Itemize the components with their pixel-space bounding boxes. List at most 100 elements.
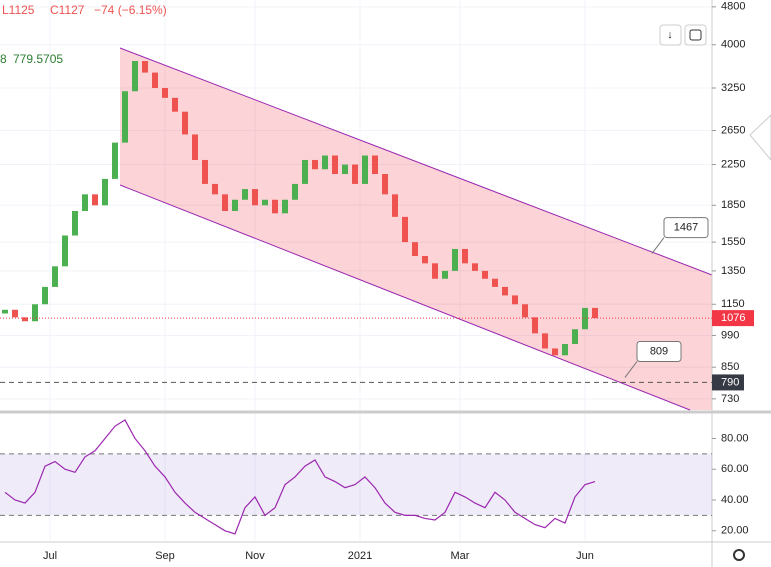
candle xyxy=(102,178,108,206)
candle xyxy=(232,199,238,212)
candle xyxy=(452,248,458,271)
callout-box xyxy=(663,217,709,239)
x-tick-label: 2021 xyxy=(348,550,372,562)
candle xyxy=(282,199,288,214)
candle xyxy=(502,286,508,296)
candle xyxy=(52,266,58,287)
candle xyxy=(272,199,278,214)
fullscreen-button[interactable] xyxy=(684,24,707,46)
y-tick-label: 4000 xyxy=(721,39,745,51)
candle xyxy=(252,189,258,206)
x-tick-label: Sep xyxy=(155,550,175,562)
candle xyxy=(202,159,208,184)
candle xyxy=(32,304,38,322)
rsi-line xyxy=(4,419,596,535)
candle xyxy=(472,263,478,271)
candle xyxy=(492,278,498,287)
candle xyxy=(402,216,408,243)
candle xyxy=(462,248,468,264)
y-tick-label: 4800 xyxy=(721,1,745,13)
x-tick-label: Jul xyxy=(43,550,57,562)
candle xyxy=(302,159,308,184)
side-toggle[interactable] xyxy=(749,114,771,161)
indicator-value: 779.5705 xyxy=(13,52,63,66)
callout-pointer xyxy=(624,361,638,378)
channel-lower xyxy=(119,184,691,411)
channel-fill xyxy=(120,48,712,410)
y-tick-label: 850 xyxy=(721,361,739,373)
candle xyxy=(342,164,348,175)
candle xyxy=(332,155,338,175)
candle xyxy=(2,309,8,314)
level-badge xyxy=(712,374,744,391)
candle xyxy=(562,344,568,356)
candle xyxy=(392,194,398,217)
last-price-label: 1076 xyxy=(721,312,745,324)
y-tick-label: 990 xyxy=(721,329,739,341)
callout-pointer xyxy=(651,237,665,254)
candle xyxy=(352,164,358,184)
y-tick-label: 1350 xyxy=(721,265,745,277)
candle xyxy=(142,61,148,73)
candle xyxy=(172,97,178,112)
candle xyxy=(382,174,388,195)
y-tick-label: 1150 xyxy=(721,298,745,310)
candle xyxy=(412,242,418,257)
channel-upper xyxy=(119,47,713,276)
candle xyxy=(182,111,188,135)
candle xyxy=(92,194,98,206)
header-low: L1125 xyxy=(2,3,35,17)
y-tick-label: 1550 xyxy=(721,236,745,248)
candle xyxy=(572,329,578,345)
candle xyxy=(432,263,438,279)
header-change: −74 (−6.15%) xyxy=(94,3,167,17)
candle xyxy=(152,72,158,89)
candle xyxy=(222,194,228,212)
callout-label: 1467 xyxy=(674,221,698,233)
header-close: C1127 xyxy=(50,3,85,17)
candle xyxy=(592,307,598,319)
y-tick-label: 730 xyxy=(721,393,739,405)
candle xyxy=(122,91,128,143)
rsi-y-tick-label: 80.00 xyxy=(721,432,749,444)
candle xyxy=(212,183,218,195)
candle xyxy=(362,155,368,184)
candle xyxy=(482,270,488,279)
x-tick-label: Jun xyxy=(576,550,594,562)
fullscreen-icon[interactable] xyxy=(689,29,702,41)
candle xyxy=(82,194,88,212)
candle xyxy=(372,155,378,175)
candle xyxy=(22,317,28,322)
y-tick-label: 2250 xyxy=(721,158,745,170)
callout-label: 809 xyxy=(650,345,668,357)
candle xyxy=(422,256,428,264)
download-icon[interactable]: ↓ xyxy=(667,29,673,41)
rsi-band xyxy=(0,453,712,516)
candle xyxy=(262,199,268,206)
indicator-prefix: 8 xyxy=(0,52,7,66)
x-tick-label: Mar xyxy=(451,550,470,562)
candle xyxy=(522,304,528,318)
rsi-y-tick-label: 40.00 xyxy=(721,494,749,506)
candle xyxy=(442,270,448,279)
y-tick-label: 1850 xyxy=(721,199,745,211)
candle xyxy=(292,183,298,200)
candle xyxy=(162,88,168,98)
candle xyxy=(62,235,68,267)
y-tick-label: 2650 xyxy=(721,124,745,136)
rsi-y-tick-label: 20.00 xyxy=(721,525,749,537)
candle xyxy=(42,286,48,305)
x-tick-label: Nov xyxy=(245,550,265,562)
last-price-badge xyxy=(712,310,754,327)
candle xyxy=(512,295,518,305)
candle xyxy=(532,317,538,334)
candle xyxy=(242,189,248,200)
settings-icon[interactable] xyxy=(733,549,745,561)
level-label: 790 xyxy=(721,376,739,388)
y-tick-label: 3250 xyxy=(721,82,745,94)
download-button[interactable] xyxy=(659,24,682,46)
candle xyxy=(552,348,558,356)
candle xyxy=(112,142,118,179)
candle xyxy=(12,309,18,318)
